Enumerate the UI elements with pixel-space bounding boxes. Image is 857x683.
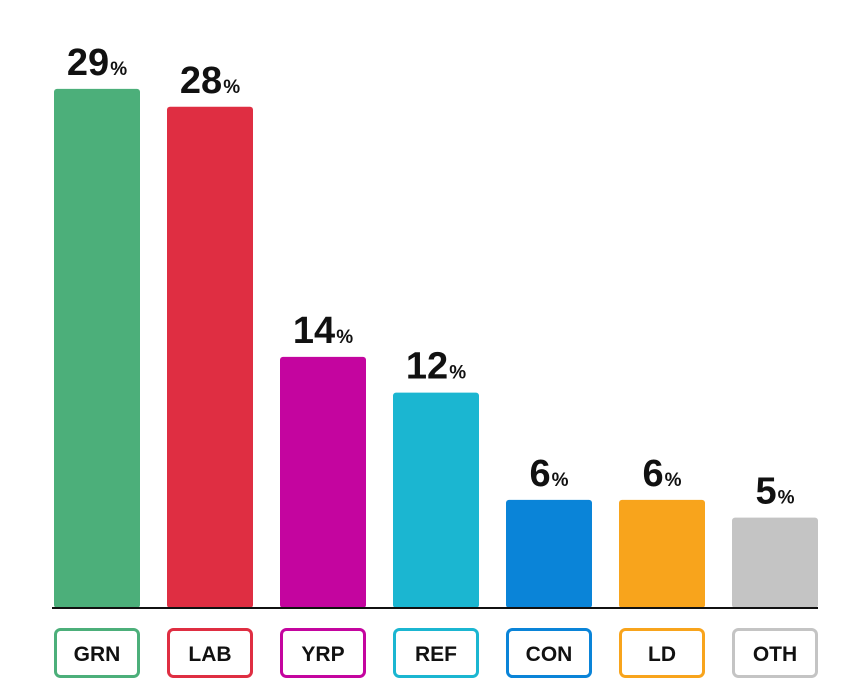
category-text: LD	[648, 643, 676, 666]
category-box	[54, 628, 140, 678]
category-text: GRN	[74, 643, 121, 666]
value-label-ref: 12%	[406, 346, 466, 388]
bar-yrp	[280, 356, 366, 608]
category-box	[619, 628, 705, 678]
value-percent-sign: %	[665, 470, 682, 491]
value-number: 28	[180, 60, 222, 102]
value-label-con: 6%	[529, 453, 568, 495]
category-label-con: CON	[506, 628, 592, 678]
value-percent-sign: %	[449, 363, 466, 384]
bar-lab	[167, 106, 253, 609]
value-label-oth: 5%	[755, 471, 794, 513]
category-label-grn: GRN	[54, 628, 140, 678]
category-text: OTH	[753, 643, 797, 666]
value-number: 6	[642, 453, 663, 495]
bar-oth	[732, 517, 818, 608]
category-text: REF	[415, 643, 457, 666]
category-label-ld: LD	[619, 628, 705, 678]
category-text: YRP	[301, 643, 344, 666]
value-percent-sign: %	[336, 327, 353, 348]
value-label-lab: 28%	[180, 60, 240, 102]
bars-layer	[54, 88, 818, 609]
value-number: 6	[529, 453, 550, 495]
category-box	[732, 628, 818, 678]
category-label-ref: REF	[393, 628, 479, 678]
value-number: 12	[406, 346, 448, 388]
value-percent-sign: %	[778, 488, 795, 509]
value-percent-sign: %	[552, 470, 569, 491]
value-labels-layer: 29% 28%14%12%6% 6% 5%	[67, 42, 795, 513]
value-label-ld: 6%	[642, 453, 681, 495]
category-box	[167, 628, 253, 678]
category-box	[280, 628, 366, 678]
value-label-grn: 29%	[67, 42, 127, 84]
bar-grn	[54, 88, 140, 609]
category-box	[393, 628, 479, 678]
value-percent-sign: %	[223, 77, 240, 98]
bar-ref	[393, 392, 479, 608]
value-label-yrp: 14%	[293, 310, 353, 352]
value-percent-sign: %	[110, 59, 127, 80]
bar-ld	[619, 499, 705, 608]
category-box	[506, 628, 592, 678]
category-text: CON	[526, 643, 573, 666]
category-label-oth: OTH	[732, 628, 818, 678]
value-number: 5	[755, 471, 776, 513]
value-number: 14	[293, 310, 335, 352]
category-label-lab: LAB	[167, 628, 253, 678]
category-labels-layer: GRN LAB YRP REF CON LD OTH	[54, 628, 818, 678]
bar-con	[506, 499, 592, 608]
value-number: 29	[67, 42, 109, 84]
category-text: LAB	[188, 643, 231, 666]
category-label-yrp: YRP	[280, 628, 366, 678]
